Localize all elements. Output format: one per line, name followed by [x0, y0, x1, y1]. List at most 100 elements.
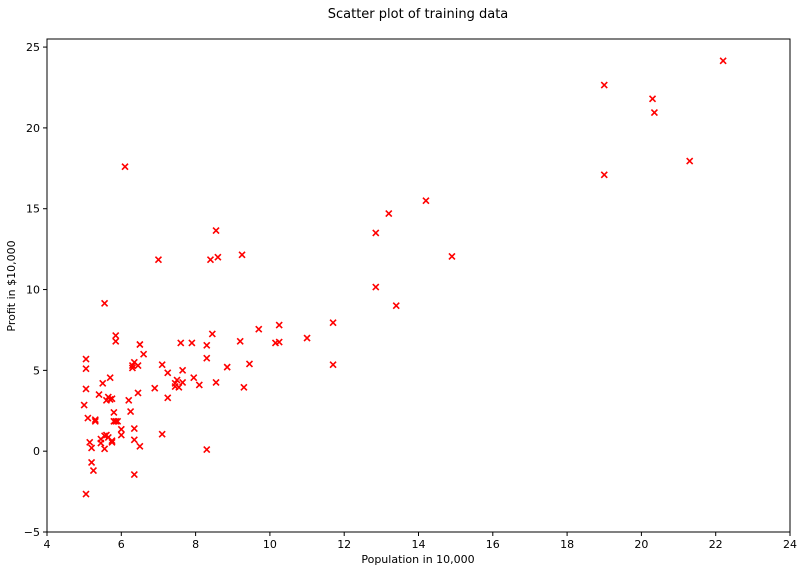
x-tick-label: 4: [44, 538, 51, 551]
data-point: [164, 369, 172, 377]
data-point: [110, 417, 118, 425]
data-point: [82, 385, 90, 393]
data-point: [164, 394, 172, 402]
y-tick-label: 10: [26, 284, 40, 297]
x-tick-label: 18: [560, 538, 574, 551]
data-point: [88, 458, 96, 467]
data-point: [158, 430, 166, 438]
data-point: [240, 383, 248, 391]
data-point: [97, 439, 105, 447]
data-point: [88, 444, 96, 452]
data-point: [648, 95, 657, 103]
y-tick-label: 25: [26, 41, 40, 54]
data-point: [101, 445, 109, 453]
data-point: [195, 381, 203, 389]
data-point: [448, 252, 456, 260]
data-point: [223, 363, 231, 371]
data-point: [95, 391, 103, 399]
data-point: [128, 361, 137, 370]
data-point: [275, 321, 283, 329]
data-point: [203, 445, 211, 454]
data-point: [134, 389, 142, 397]
x-tick-label: 12: [337, 538, 351, 551]
x-tick-label: 24: [783, 538, 797, 551]
data-point: [82, 365, 90, 373]
y-axis-label: Profit in $10,000: [5, 240, 18, 331]
data-point: [121, 163, 129, 171]
data-point: [134, 361, 142, 370]
data-point: [91, 416, 99, 424]
data-point: [206, 256, 215, 264]
data-point: [329, 361, 337, 369]
data-point: [392, 302, 400, 310]
data-point: [110, 408, 118, 416]
data-point: [212, 226, 220, 235]
x-tick-label: 20: [634, 538, 648, 551]
y-tick-label: 20: [26, 122, 40, 135]
data-point: [130, 436, 138, 444]
data-point: [212, 378, 220, 387]
y-axis-ticks: −5 0 5 10 15 20 25: [24, 41, 47, 539]
data-point: [214, 253, 222, 261]
data-point: [112, 337, 120, 345]
x-tick-label: 14: [412, 538, 426, 551]
data-point: [372, 229, 380, 237]
data-point: [117, 431, 125, 439]
data-point: [303, 334, 311, 342]
chart-title: Scatter plot of training data: [328, 7, 509, 22]
data-point: [151, 384, 159, 392]
data-point: [188, 339, 196, 347]
data-point: [84, 414, 92, 422]
data-point: [600, 81, 608, 89]
data-point: [238, 251, 246, 259]
data-point: [106, 374, 114, 382]
data-point: [422, 197, 430, 205]
data-point: [179, 378, 187, 387]
data-point: [245, 360, 254, 368]
data-point: [80, 401, 88, 409]
data-point: [600, 171, 608, 179]
data-point: [82, 355, 90, 363]
data-point: [154, 256, 163, 264]
data-point: [128, 364, 137, 372]
data-point: [101, 299, 109, 307]
data-point: [271, 339, 280, 347]
data-point: [86, 438, 94, 446]
data-point: [108, 438, 116, 446]
data-point: [130, 471, 138, 479]
data-point: [208, 330, 216, 338]
data-point: [99, 379, 107, 387]
y-tick-label: 15: [26, 203, 40, 216]
data-point: [91, 417, 99, 425]
data-point: [117, 425, 125, 433]
data-point: [82, 490, 90, 498]
data-point: [385, 210, 393, 218]
data-point: [158, 361, 166, 369]
data-point: [125, 396, 133, 404]
data-point: [136, 442, 144, 450]
x-tick-label: 6: [118, 538, 125, 551]
data-point: [329, 319, 337, 327]
x-axis-label: Population in 10,000: [361, 553, 474, 566]
data-point: [179, 366, 187, 374]
data-point: [89, 467, 98, 475]
data-point: [175, 383, 183, 391]
data-point: [719, 57, 727, 65]
data-point: [102, 396, 111, 404]
data-point: [177, 339, 185, 347]
data-point: [112, 417, 120, 425]
data-point: [255, 325, 263, 333]
data-point: [203, 354, 211, 362]
y-tick-label: 5: [33, 364, 40, 377]
data-point: [136, 340, 144, 349]
data-point: [650, 108, 658, 117]
data-point: [140, 350, 148, 358]
x-tick-label: 16: [486, 538, 500, 551]
data-point: [686, 157, 694, 165]
data-points: [80, 57, 727, 498]
y-tick-label: −5: [24, 526, 40, 539]
data-point: [372, 283, 380, 291]
